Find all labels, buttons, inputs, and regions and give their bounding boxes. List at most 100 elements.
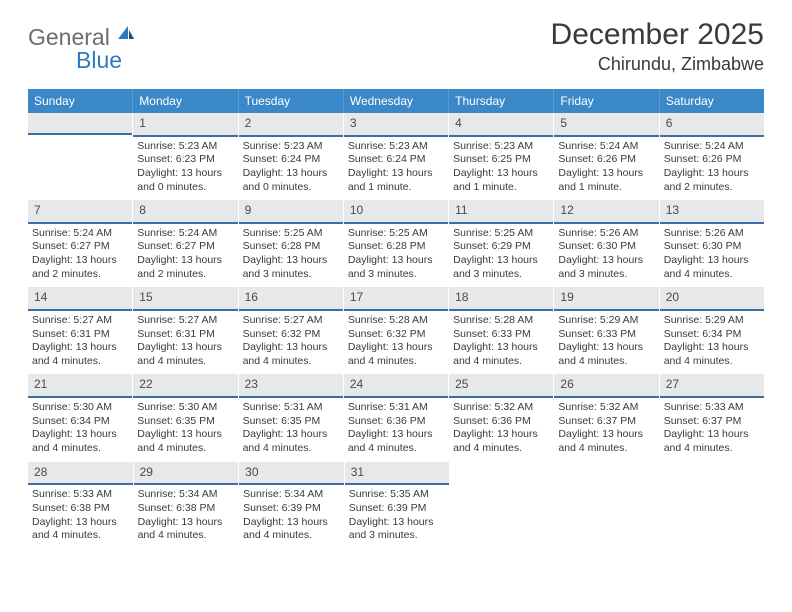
daylight-text-2: and 4 minutes.	[453, 442, 549, 456]
daylight-text-1: Daylight: 13 hours	[453, 167, 549, 181]
daylight-text-1: Daylight: 13 hours	[664, 341, 760, 355]
day-info: Sunrise: 5:25 AMSunset: 6:28 PMDaylight:…	[344, 224, 448, 288]
sunrise-text: Sunrise: 5:28 AM	[453, 314, 549, 328]
daylight-text-1: Daylight: 13 hours	[348, 167, 444, 181]
sunrise-text: Sunrise: 5:23 AM	[243, 140, 339, 154]
daylight-text-1: Daylight: 13 hours	[453, 254, 549, 268]
day-info: Sunrise: 5:27 AMSunset: 6:32 PMDaylight:…	[239, 311, 343, 375]
sunrise-text: Sunrise: 5:31 AM	[348, 401, 444, 415]
day-num: 10	[344, 200, 448, 224]
sunset-text: Sunset: 6:30 PM	[558, 240, 654, 254]
daylight-text-1: Daylight: 13 hours	[453, 428, 549, 442]
day-info: Sunrise: 5:27 AMSunset: 6:31 PMDaylight:…	[133, 311, 237, 375]
daylight-text-2: and 2 minutes.	[137, 268, 233, 282]
daylight-text-1: Daylight: 13 hours	[137, 254, 233, 268]
day-cell: 20Sunrise: 5:29 AMSunset: 6:34 PMDayligh…	[660, 287, 764, 374]
day-cell: 14Sunrise: 5:27 AMSunset: 6:31 PMDayligh…	[28, 287, 133, 374]
day-cell: 18Sunrise: 5:28 AMSunset: 6:33 PMDayligh…	[449, 287, 554, 374]
day-cell: 27Sunrise: 5:33 AMSunset: 6:37 PMDayligh…	[660, 374, 764, 461]
day-info: Sunrise: 5:30 AMSunset: 6:35 PMDaylight:…	[133, 398, 237, 462]
daylight-text-2: and 4 minutes.	[32, 529, 129, 543]
day-info: Sunrise: 5:32 AMSunset: 6:36 PMDaylight:…	[449, 398, 553, 462]
daylight-text-2: and 3 minutes.	[453, 268, 549, 282]
daylight-text-1: Daylight: 13 hours	[32, 428, 128, 442]
day-num: 27	[660, 374, 764, 398]
sunset-text: Sunset: 6:36 PM	[348, 415, 444, 429]
daylight-text-1: Daylight: 13 hours	[137, 167, 233, 181]
sunrise-text: Sunrise: 5:35 AM	[349, 488, 446, 502]
day-cell: 1Sunrise: 5:23 AMSunset: 6:23 PMDaylight…	[133, 113, 238, 200]
blank-cell	[450, 462, 555, 549]
sunset-text: Sunset: 6:39 PM	[243, 502, 340, 516]
daylight-text-1: Daylight: 13 hours	[348, 428, 444, 442]
sunset-text: Sunset: 6:30 PM	[664, 240, 760, 254]
sunrise-text: Sunrise: 5:33 AM	[664, 401, 760, 415]
day-cell: 11Sunrise: 5:25 AMSunset: 6:29 PMDayligh…	[449, 200, 554, 287]
daylight-text-2: and 1 minute.	[453, 181, 549, 195]
sunrise-text: Sunrise: 5:30 AM	[137, 401, 233, 415]
day-info: Sunrise: 5:26 AMSunset: 6:30 PMDaylight:…	[554, 224, 658, 288]
sunset-text: Sunset: 6:32 PM	[243, 328, 339, 342]
day-num: 8	[133, 200, 237, 224]
daylight-text-2: and 4 minutes.	[664, 268, 760, 282]
sunset-text: Sunset: 6:34 PM	[32, 415, 128, 429]
day-cell: 16Sunrise: 5:27 AMSunset: 6:32 PMDayligh…	[239, 287, 344, 374]
day-num: 28	[28, 462, 133, 486]
day-num: 13	[660, 200, 764, 224]
week-row: 7Sunrise: 5:24 AMSunset: 6:27 PMDaylight…	[28, 200, 764, 287]
title-block: December 2025 Chirundu, Zimbabwe	[551, 18, 764, 75]
day-info: Sunrise: 5:24 AMSunset: 6:27 PMDaylight:…	[28, 224, 132, 288]
empty-cell	[28, 113, 133, 200]
daylight-text-1: Daylight: 13 hours	[243, 167, 339, 181]
weekday-row: Sunday Monday Tuesday Wednesday Thursday…	[28, 89, 764, 113]
daylight-text-1: Daylight: 13 hours	[664, 167, 760, 181]
sunset-text: Sunset: 6:35 PM	[243, 415, 339, 429]
day-cell: 23Sunrise: 5:31 AMSunset: 6:35 PMDayligh…	[239, 374, 344, 461]
day-cell: 12Sunrise: 5:26 AMSunset: 6:30 PMDayligh…	[554, 200, 659, 287]
weekday-monday: Monday	[133, 89, 238, 113]
daylight-text-2: and 4 minutes.	[137, 355, 233, 369]
day-num: 6	[660, 113, 764, 137]
day-cell: 26Sunrise: 5:32 AMSunset: 6:37 PMDayligh…	[554, 374, 659, 461]
day-num: 18	[449, 287, 553, 311]
day-info: Sunrise: 5:24 AMSunset: 6:27 PMDaylight:…	[133, 224, 237, 288]
sunrise-text: Sunrise: 5:26 AM	[664, 227, 760, 241]
day-cell: 7Sunrise: 5:24 AMSunset: 6:27 PMDaylight…	[28, 200, 133, 287]
sunset-text: Sunset: 6:29 PM	[453, 240, 549, 254]
sunset-text: Sunset: 6:28 PM	[348, 240, 444, 254]
header: General Blue December 2025 Chirundu, Zim…	[28, 18, 764, 75]
weekday-saturday: Saturday	[660, 89, 764, 113]
day-num: 5	[554, 113, 658, 137]
day-cell: 3Sunrise: 5:23 AMSunset: 6:24 PMDaylight…	[344, 113, 449, 200]
calendar: Sunday Monday Tuesday Wednesday Thursday…	[28, 89, 764, 549]
daylight-text-1: Daylight: 13 hours	[138, 516, 235, 530]
day-num: 24	[344, 374, 448, 398]
sunset-text: Sunset: 6:37 PM	[664, 415, 760, 429]
daylight-text-1: Daylight: 13 hours	[558, 254, 654, 268]
daylight-text-1: Daylight: 13 hours	[558, 428, 654, 442]
sunrise-text: Sunrise: 5:28 AM	[348, 314, 444, 328]
daylight-text-2: and 1 minute.	[348, 181, 444, 195]
sunrise-text: Sunrise: 5:31 AM	[243, 401, 339, 415]
day-num: 17	[344, 287, 448, 311]
blank-cell	[555, 462, 660, 549]
sunset-text: Sunset: 6:27 PM	[32, 240, 128, 254]
day-num: 29	[134, 462, 239, 486]
day-cell: 24 Sunrise: 5:31 AMSunset: 6:36 PMDayligh…	[344, 374, 449, 461]
sunrise-text: Sunrise: 5:25 AM	[243, 227, 339, 241]
day-info: Sunrise: 5:30 AMSunset: 6:34 PMDaylight:…	[28, 398, 132, 462]
day-info: Sunrise: 5:24 AMSunset: 6:26 PMDaylight:…	[660, 137, 764, 201]
day-info: Sunrise: 5:29 AMSunset: 6:34 PMDaylight:…	[660, 311, 764, 375]
day-info: Sunrise: 5:23 AMSunset: 6:23 PMDaylight:…	[133, 137, 237, 201]
sunset-text: Sunset: 6:26 PM	[664, 153, 760, 167]
day-cell: 10Sunrise: 5:25 AMSunset: 6:28 PMDayligh…	[344, 200, 449, 287]
daylight-text-2: and 0 minutes.	[137, 181, 233, 195]
day-info: Sunrise: 5:28 AMSunset: 6:32 PMDaylight:…	[344, 311, 448, 375]
day-info: Sunrise: 5:33 AMSunset: 6:38 PMDaylight:…	[28, 485, 133, 549]
sunrise-text: Sunrise: 5:24 AM	[137, 227, 233, 241]
day-info: Sunrise: 5:31 AMSunset: 6:35 PMDaylight:…	[239, 398, 343, 462]
day-info: Sunrise: 5:28 AMSunset: 6:33 PMDaylight:…	[449, 311, 553, 375]
sunset-text: Sunset: 6:27 PM	[137, 240, 233, 254]
day-info: Sunrise: 5:23 AMSunset: 6:24 PMDaylight:…	[344, 137, 448, 201]
sunset-text: Sunset: 6:32 PM	[348, 328, 444, 342]
